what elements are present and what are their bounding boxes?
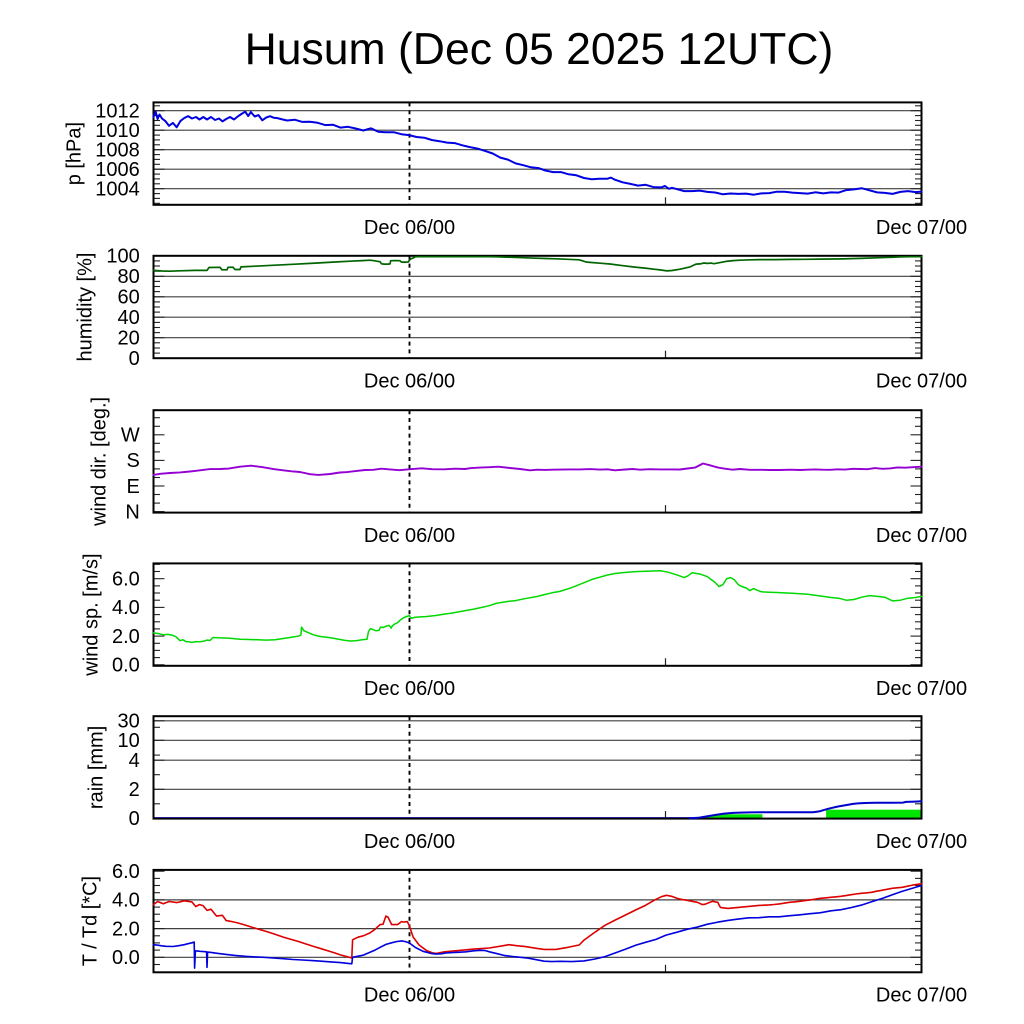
svg-text:Dec 06/00: Dec 06/00	[364, 370, 455, 392]
svg-text:10: 10	[118, 730, 140, 752]
svg-text:W: W	[121, 425, 140, 447]
svg-text:4.0: 4.0	[112, 597, 140, 619]
svg-text:Dec 06/00: Dec 06/00	[364, 525, 455, 547]
svg-text:wind dir. [deg.]: wind dir. [deg.]	[89, 397, 111, 527]
svg-text:Husum (Dec 05 2025 12UTC): Husum (Dec 05 2025 12UTC)	[245, 25, 834, 74]
svg-text:4: 4	[129, 750, 140, 772]
svg-text:E: E	[126, 476, 139, 498]
svg-text:Dec 06/00: Dec 06/00	[364, 678, 455, 700]
svg-text:0.0: 0.0	[112, 947, 140, 969]
svg-text:S: S	[126, 450, 139, 472]
svg-text:Dec 07/00: Dec 07/00	[876, 678, 967, 700]
svg-text:6.0: 6.0	[112, 569, 140, 591]
svg-text:1006: 1006	[95, 159, 140, 181]
svg-text:Dec 07/00: Dec 07/00	[876, 985, 967, 1007]
svg-text:Dec 07/00: Dec 07/00	[876, 525, 967, 547]
svg-text:30: 30	[118, 711, 140, 733]
svg-text:Dec 06/00: Dec 06/00	[364, 985, 455, 1007]
svg-text:wind sp. [m/s]: wind sp. [m/s]	[81, 553, 103, 676]
svg-text:Dec 07/00: Dec 07/00	[876, 831, 967, 853]
svg-text:60: 60	[118, 287, 140, 309]
svg-text:T / Td [*C]: T / Td [*C]	[80, 876, 102, 966]
svg-text:0: 0	[129, 808, 140, 830]
svg-text:Dec 06/00: Dec 06/00	[364, 217, 455, 239]
svg-text:20: 20	[118, 328, 140, 350]
svg-text:1004: 1004	[95, 179, 140, 201]
svg-text:p [hPa]: p [hPa]	[64, 122, 86, 185]
svg-text:1012: 1012	[95, 101, 140, 123]
svg-text:80: 80	[118, 266, 140, 288]
svg-text:6.0: 6.0	[112, 861, 140, 883]
svg-text:4.0: 4.0	[112, 890, 140, 912]
svg-text:1008: 1008	[95, 140, 140, 162]
svg-text:rain [mm]: rain [mm]	[86, 726, 108, 809]
svg-text:Dec 06/00: Dec 06/00	[364, 831, 455, 853]
svg-text:2: 2	[129, 779, 140, 801]
svg-text:40: 40	[118, 307, 140, 329]
svg-text:0.0: 0.0	[112, 655, 140, 677]
svg-text:0: 0	[129, 348, 140, 370]
svg-text:humidity [%]: humidity [%]	[75, 253, 97, 362]
svg-text:100: 100	[106, 246, 139, 268]
svg-text:N: N	[125, 501, 139, 523]
svg-text:Dec 07/00: Dec 07/00	[876, 370, 967, 392]
svg-text:Dec 07/00: Dec 07/00	[876, 217, 967, 239]
svg-text:1010: 1010	[95, 120, 140, 142]
svg-text:2.0: 2.0	[112, 626, 140, 648]
svg-text:2.0: 2.0	[112, 918, 140, 940]
